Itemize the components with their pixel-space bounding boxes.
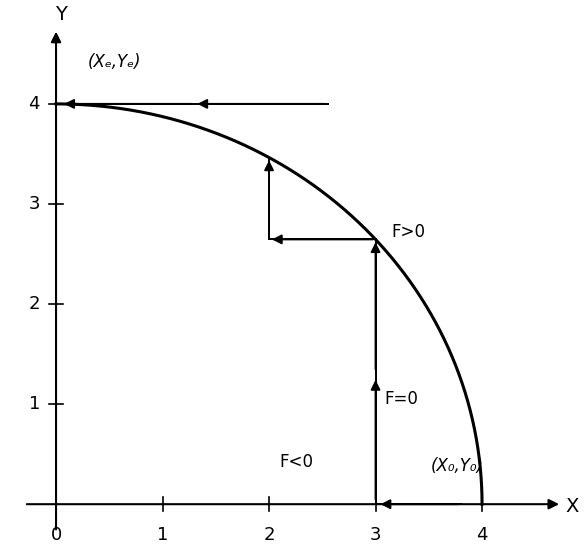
- Text: 1: 1: [29, 395, 40, 413]
- Text: F<0: F<0: [280, 453, 314, 471]
- Text: (X₀,Y₀): (X₀,Y₀): [431, 457, 484, 475]
- Text: 4: 4: [29, 95, 40, 113]
- Text: F=0: F=0: [384, 390, 418, 408]
- Text: 2: 2: [29, 295, 40, 313]
- Text: (Xₑ,Yₑ): (Xₑ,Yₑ): [88, 53, 141, 71]
- Text: 4: 4: [477, 526, 488, 544]
- Text: 3: 3: [370, 526, 381, 544]
- Text: 0: 0: [50, 526, 62, 544]
- Text: 1: 1: [157, 526, 168, 544]
- Text: F>0: F>0: [391, 223, 426, 241]
- Text: Y: Y: [55, 5, 67, 24]
- Text: 2: 2: [263, 526, 275, 544]
- Text: 3: 3: [29, 195, 40, 213]
- Text: X: X: [565, 497, 579, 516]
